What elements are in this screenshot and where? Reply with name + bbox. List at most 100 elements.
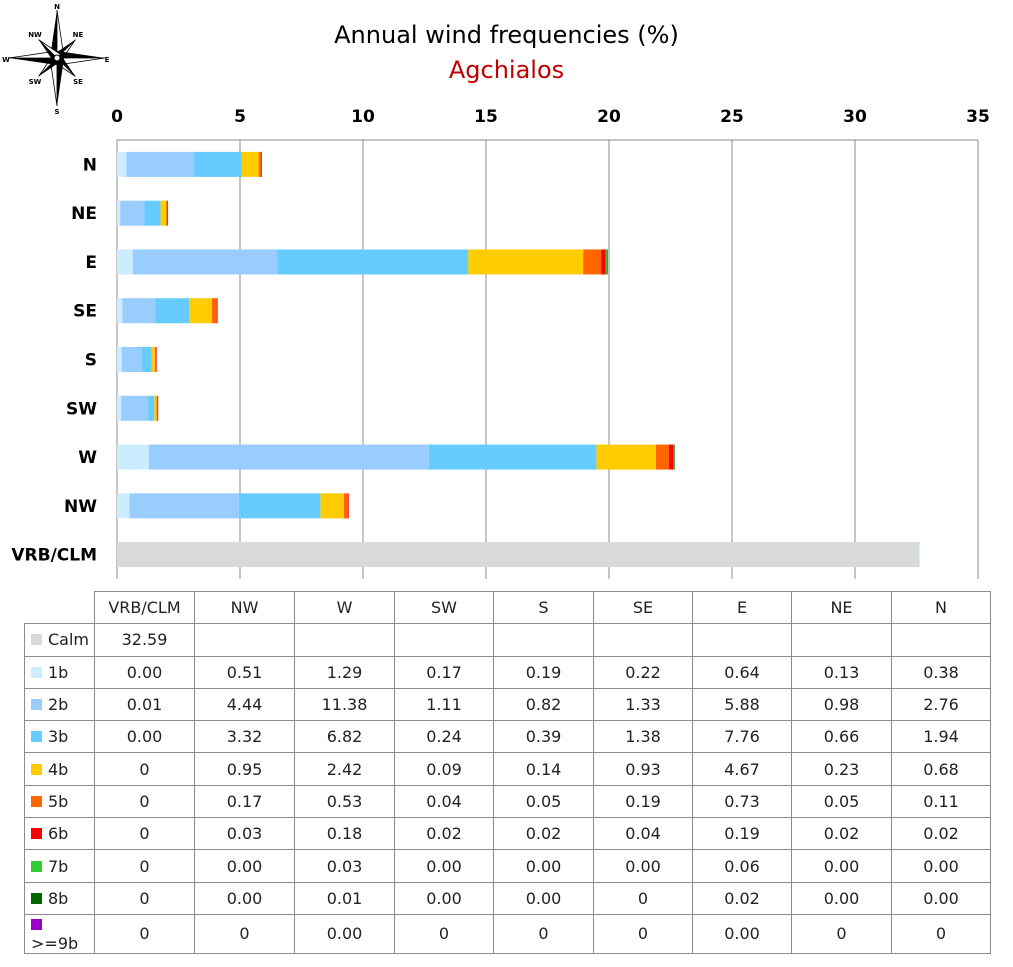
bar-segment [189, 298, 212, 324]
table-cell [394, 623, 494, 657]
bar-segment [117, 347, 122, 372]
bar-segment [141, 347, 152, 372]
table-row: Calm 32.59 [24, 623, 991, 657]
table-cell: 0.02 [891, 817, 991, 851]
legend-label: 7b [48, 856, 69, 876]
table-cell: 0 [94, 913, 195, 954]
bar-segment [117, 151, 127, 177]
table-cell: 0.13 [791, 655, 892, 689]
bar-segment [216, 298, 218, 324]
legend-entry: 4b [24, 752, 95, 786]
table-cell: 0.17 [194, 784, 295, 819]
table-cell: 0.19 [493, 655, 594, 689]
table-cell: 0.93 [593, 752, 693, 786]
table-header-cell: N [891, 590, 991, 625]
bar-segment [117, 493, 130, 519]
bar-segment [121, 347, 142, 372]
table-row: 8b 0 0.00 0.01 0.00 0.00 0 0.02 0.00 0.00 [24, 881, 991, 915]
table-cell: 0.00 [194, 881, 295, 915]
table-cell: 7.76 [692, 720, 792, 754]
x-tick-label: 25 [720, 107, 744, 127]
legend-label: 3b [48, 727, 69, 747]
compass-label: SE [73, 78, 83, 86]
compass-rose-icon: N NE E SE S SW W NW [2, 3, 109, 116]
table-cell [791, 623, 892, 657]
legend-swatch [31, 699, 42, 711]
data-table: VRB/CLM NW W SW S SE E NE N Calm 32.59 1b 0.00 0.51 1… [24, 590, 991, 954]
table-cell: 0 [94, 752, 195, 786]
legend-label: 1b [48, 662, 69, 682]
table-cell: 1.33 [593, 687, 693, 722]
y-category-label: SE [73, 302, 97, 322]
legend-label: Calm [48, 630, 90, 650]
table-corner [24, 591, 95, 625]
table-cell: 0.02 [692, 881, 792, 915]
table-cell: 0 [593, 881, 693, 915]
table-cell: 0.00 [294, 913, 395, 954]
table-cell: 0 [593, 913, 693, 954]
bar-segment [601, 249, 606, 275]
x-tick-label: 30 [843, 107, 867, 127]
table-cell: 32.59 [94, 623, 195, 657]
compass-label: NW [28, 31, 42, 39]
bar-segment [117, 395, 122, 421]
bar-segment [166, 200, 168, 226]
legend-label: 8b [48, 888, 69, 908]
table-header-cell: SE [593, 590, 693, 625]
legend-swatch [31, 731, 42, 743]
chart-subtitle: Agchialos [448, 56, 565, 84]
table-cell: 0.95 [194, 752, 295, 786]
compass-label: NE [73, 31, 84, 39]
table-cell: 0 [493, 913, 594, 954]
bar-segment [160, 200, 167, 226]
bar-segment [157, 395, 159, 421]
table-cell: 0.00 [394, 849, 494, 883]
table-cell: 0.03 [194, 817, 295, 851]
y-category-label: NE [71, 204, 97, 224]
compass-label: W [2, 56, 10, 64]
table-cell: 5.88 [692, 687, 792, 722]
y-category-label: S [85, 351, 97, 371]
bar-segment [148, 395, 155, 421]
table-cell: 0.00 [891, 881, 991, 915]
table-cell: 0.00 [791, 849, 892, 883]
x-tick-label: 15 [474, 107, 498, 127]
table-cell: 0.06 [692, 849, 792, 883]
table-cell: 0 [791, 913, 892, 954]
bar-segment [607, 249, 608, 275]
table-row: >=9b 0 0 0.00 0 0 0 0.00 0 0 [24, 913, 991, 954]
table-cell: 0.19 [692, 817, 792, 851]
stacked-bar-chart: 0 5 10 15 20 25 30 35 N NE E SE S SW W NW VRB/CLM [11, 107, 990, 579]
bar-segment [238, 493, 321, 519]
table-row: 4b 0 0.95 2.42 0.09 0.14 0.93 4.67 0.23 0.68 [24, 752, 991, 786]
legend-swatch [31, 860, 42, 872]
bar-segment [194, 151, 242, 177]
legend-swatch [31, 828, 42, 840]
table-row: 3b 0.00 3.32 6.82 0.24 0.39 1.38 7.76 0.66 1.94 [24, 720, 991, 754]
bar-segment [211, 298, 217, 324]
table-cell: 1.29 [294, 655, 395, 689]
bar-segment [428, 444, 597, 470]
table-cell: 0.19 [593, 784, 693, 819]
table-cell: 0 [394, 913, 494, 954]
table-cell: 0.00 [493, 849, 594, 883]
legend-entry: 5b [24, 784, 95, 819]
table-cell [493, 623, 594, 657]
table-cell: 0.00 [394, 881, 494, 915]
legend-entry: >=9b [24, 913, 95, 954]
y-category-label: W [78, 448, 97, 468]
x-tick-label: 0 [111, 107, 123, 127]
y-category-label: N [83, 155, 97, 175]
bar-segment [154, 347, 157, 372]
table-cell: 0.18 [294, 817, 395, 851]
table-cell: 6.82 [294, 720, 395, 754]
y-category-label: NW [64, 497, 97, 517]
x-tick-label: 10 [351, 107, 375, 127]
bar-segment [132, 249, 278, 275]
table-cell: 0.00 [692, 913, 792, 954]
legend-entry: 6b [24, 817, 95, 851]
compass-label: N [54, 3, 60, 11]
table-cell: 0.05 [791, 784, 892, 819]
bar-segment [117, 298, 123, 324]
table-cell [593, 623, 693, 657]
